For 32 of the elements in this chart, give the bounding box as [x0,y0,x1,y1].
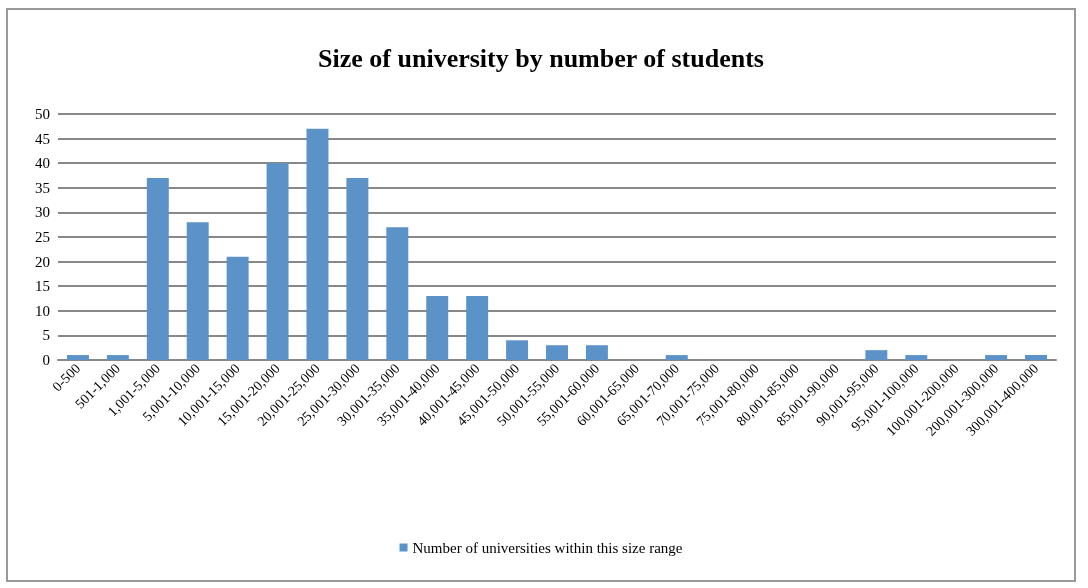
bar [865,350,888,360]
chart-title: Size of university by number of students [318,43,764,73]
y-tick-label: 35 [35,179,50,196]
bar [506,340,529,360]
bar [546,345,568,360]
bar [1025,355,1048,360]
legend-label: Number of universities within this size range [412,539,683,556]
y-tick-label: 20 [35,253,50,270]
bar [226,256,249,360]
y-tick-label: 0 [42,352,50,368]
y-tick-label: 10 [35,302,50,319]
y-tick-label: 15 [35,278,50,295]
bar [66,355,89,360]
y-tick-label: 40 [35,155,50,172]
bar [665,355,688,360]
bar [985,355,1008,360]
bar [146,177,169,360]
bar [106,355,129,360]
bar [306,128,329,360]
bar [585,345,608,360]
bar [466,296,489,360]
y-tick-label: 25 [35,229,50,245]
bar [386,227,409,360]
bar [346,177,369,360]
y-tick-label: 30 [35,204,50,221]
bar [266,163,289,360]
bar [426,296,449,360]
bar [905,355,928,360]
y-tick-label: 5 [42,327,50,344]
y-tick-label: 45 [35,130,50,147]
y-tick-label: 50 [35,106,50,122]
bar [186,222,209,360]
